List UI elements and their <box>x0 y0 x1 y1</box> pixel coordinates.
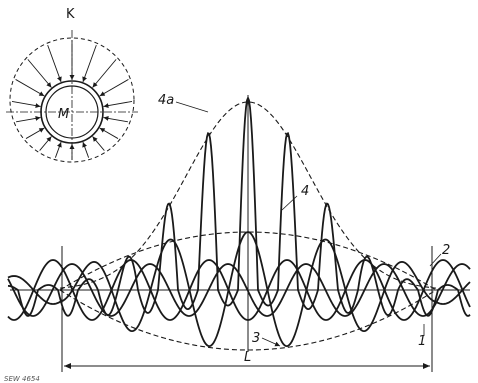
radial-arrow <box>25 127 45 139</box>
label-4a: 4a <box>158 93 174 108</box>
label-4: 4 <box>301 184 309 199</box>
figure-code: SEW 4654 <box>4 375 40 383</box>
leader-4 <box>281 195 298 211</box>
label-M: M <box>58 107 69 122</box>
radial-arrow <box>82 44 97 83</box>
radial-arrow <box>99 79 129 97</box>
radial-arrow <box>103 115 128 123</box>
radial-arrow <box>47 44 62 83</box>
radial-force-arrows <box>11 40 133 160</box>
label-3: 3 <box>252 331 260 346</box>
radial-arrow <box>92 59 117 88</box>
label-L: L <box>244 350 251 365</box>
radial-arrow <box>16 115 41 123</box>
radial-arrow <box>54 141 62 158</box>
radial-arrow <box>82 141 90 158</box>
envelope-3-lower <box>59 289 437 351</box>
leader-2 <box>429 253 442 267</box>
wave-plot <box>7 95 471 372</box>
radial-arrow <box>27 59 52 88</box>
label-K: K <box>66 7 75 22</box>
radial-arrow <box>99 127 119 139</box>
wave-4 <box>7 95 471 317</box>
radial-arrow <box>11 100 41 109</box>
radial-arrow <box>15 79 45 97</box>
radial-arrow <box>39 136 52 151</box>
cross-section-inset <box>6 30 138 163</box>
leader-4a <box>175 101 209 113</box>
label-1: 1 <box>418 334 426 349</box>
label-2: 2 <box>442 243 450 258</box>
outer-dashed-circle <box>9 37 135 163</box>
radial-arrow <box>103 100 133 109</box>
leader-3 <box>261 337 281 347</box>
envelope-3-upper <box>59 231 437 291</box>
radial-arrow <box>92 136 105 151</box>
